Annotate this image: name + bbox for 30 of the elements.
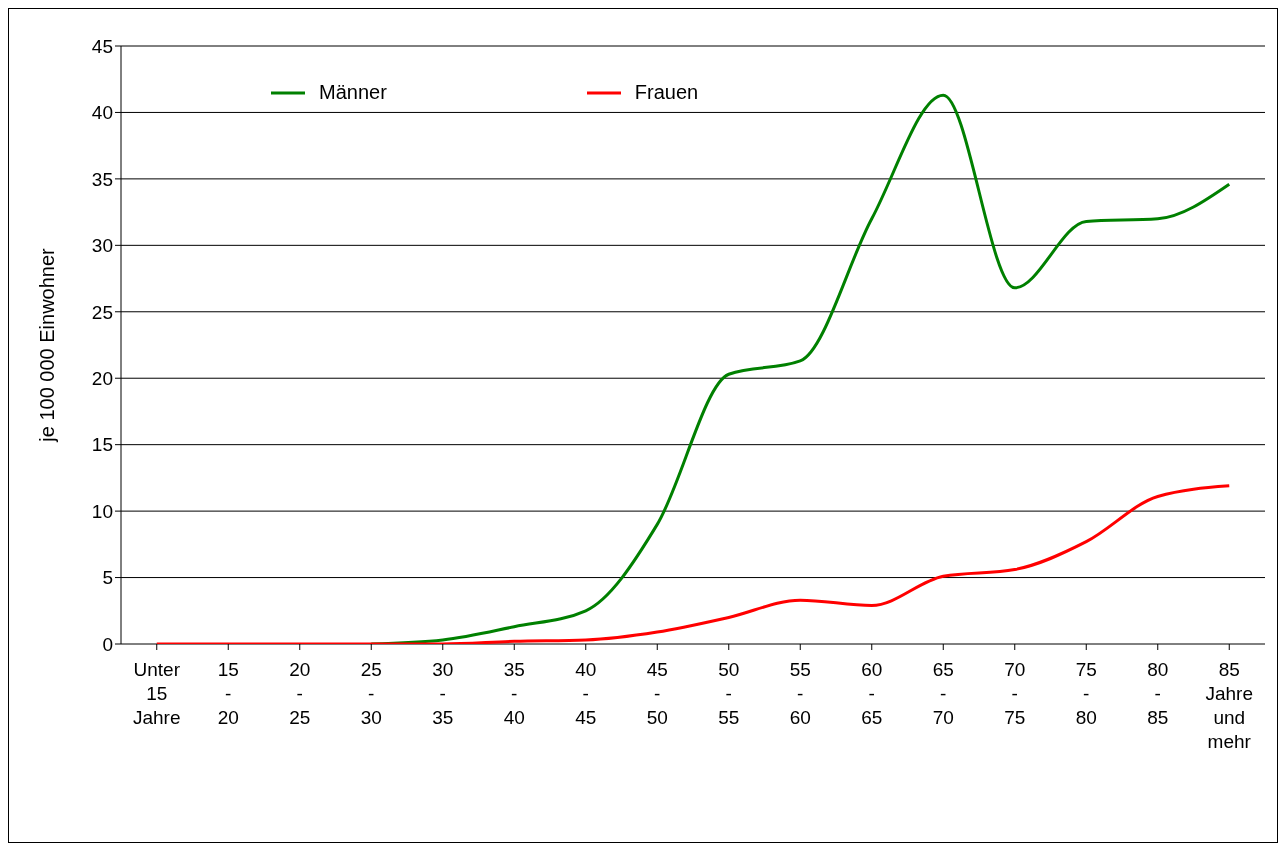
x-tick-label: 50 - 55 xyxy=(718,659,740,728)
y-tick-label: 15 xyxy=(91,434,113,456)
x-tick-label: 15 - 20 xyxy=(217,659,239,728)
legend-label: Männer xyxy=(319,81,387,104)
x-tick-label: 40 - 45 xyxy=(575,659,597,728)
x-tick-label: 55 - 60 xyxy=(789,659,811,728)
y-tick-label: 10 xyxy=(91,500,113,522)
y-tick-label: 5 xyxy=(102,567,113,589)
y-tick-label: 20 xyxy=(91,367,113,389)
y-tick-label: 30 xyxy=(91,235,113,257)
x-tick-label: 70 - 75 xyxy=(1004,659,1026,728)
line-series xyxy=(155,484,1231,644)
x-tick-label: 80 - 85 xyxy=(1147,659,1169,728)
y-tick-label: 25 xyxy=(91,301,113,323)
x-tick-label: 75 - 80 xyxy=(1075,659,1097,728)
y-axis-title: je 100 000 Einwohner xyxy=(36,247,59,443)
y-tick-label: 40 xyxy=(91,102,113,124)
x-tick-label: 30 - 35 xyxy=(432,659,454,728)
x-tick-label: 60 - 65 xyxy=(861,659,883,728)
x-tick-label: 20 - 25 xyxy=(289,659,311,728)
x-tick-label: 45 - 50 xyxy=(646,659,668,728)
x-tick-label: Unter 15 Jahre xyxy=(132,659,181,728)
y-tick-label: 0 xyxy=(102,633,113,655)
y-tick-label: 45 xyxy=(91,35,113,57)
x-tick-label: 35 - 40 xyxy=(503,659,525,728)
y-tick-label: 35 xyxy=(91,168,113,190)
legend-label: Frauen xyxy=(634,81,699,104)
x-tick-label: 65 - 70 xyxy=(932,659,954,728)
x-tick-label: 25 - 30 xyxy=(360,659,382,728)
x-tick-label: 85 Jahre und mehr xyxy=(1205,659,1254,752)
